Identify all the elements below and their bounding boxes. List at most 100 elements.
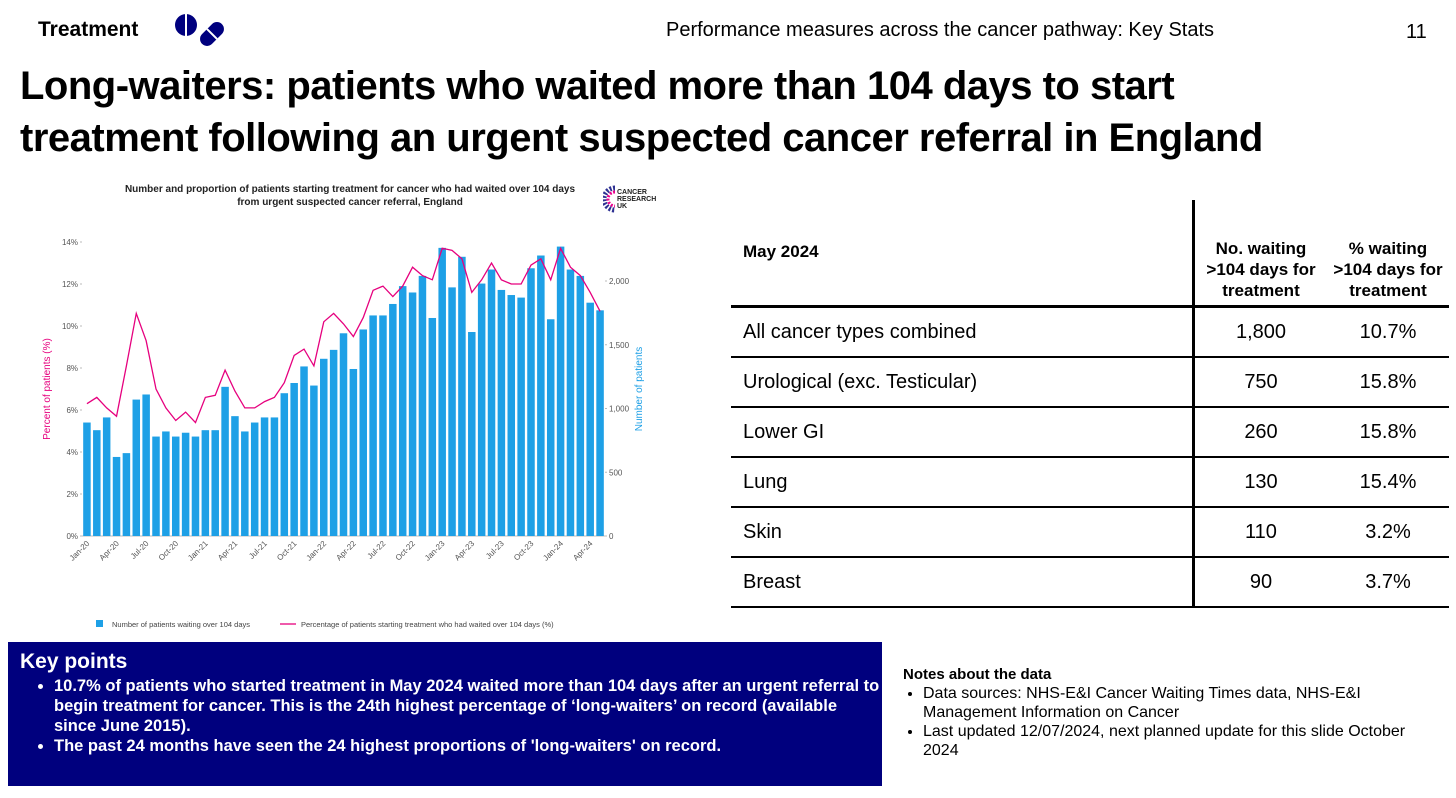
key-point: The past 24 months have seen the 24 high… — [54, 736, 882, 756]
bar — [290, 383, 298, 536]
bar — [142, 394, 150, 536]
table-row: Breast 90 3.7% — [731, 557, 1449, 608]
y-tick-label: 12% — [62, 280, 78, 289]
bar — [339, 333, 348, 536]
bar — [162, 431, 170, 536]
key-point: 10.7% of patients who started treatment … — [54, 676, 882, 736]
bar — [389, 303, 397, 536]
bar — [280, 393, 289, 536]
bar — [487, 269, 496, 536]
x-tick-label: Oct-21 — [275, 539, 299, 563]
x-tick-label: Jul-20 — [129, 539, 151, 561]
chart: 0% 2% 4% 6% 8% 10% 12% 14% 0 500 1,000 1,500 2,000 Pe… — [42, 238, 645, 629]
notes: Notes about the data Data sources: NHS-E… — [903, 665, 1443, 760]
legend-label: Number of patients waiting over 104 days — [112, 620, 250, 629]
table-cell: 3.2% — [1327, 507, 1449, 558]
bar — [102, 417, 111, 536]
notes-title: Notes about the data — [903, 666, 1052, 683]
key-points-title: Key points — [20, 650, 128, 673]
bar — [546, 319, 555, 536]
y-tick-label: 14% — [62, 238, 78, 247]
x-tick-label: Jan-21 — [186, 539, 210, 563]
slide-title: treatment following an urgent suspected … — [20, 116, 1263, 160]
bar — [586, 302, 594, 536]
x-tick-label: Jan-22 — [305, 539, 329, 563]
bar — [181, 432, 190, 536]
bar — [300, 366, 308, 536]
x-tick-label: Apr-20 — [98, 539, 122, 563]
legend-swatch — [96, 620, 103, 627]
table-cell: Breast — [731, 557, 1194, 608]
bar — [527, 268, 535, 536]
bar — [566, 269, 575, 536]
table-cell: Urological (exc. Testicular) — [731, 357, 1194, 408]
table-cell: 3.7% — [1327, 557, 1449, 608]
x-tick-label: Jul-22 — [366, 539, 388, 561]
y-axis-label: Percent of patients (%) — [42, 338, 53, 440]
y-tick-label: 2% — [66, 490, 78, 499]
y2-tick-label: 2,000 — [609, 277, 630, 286]
table-cell: 15.4% — [1327, 457, 1449, 508]
bar — [418, 275, 427, 536]
bar — [93, 430, 101, 536]
bar — [83, 422, 91, 536]
bar — [458, 256, 466, 536]
bar — [122, 453, 131, 536]
bar — [438, 247, 446, 537]
x-tick-label: Oct-23 — [512, 539, 536, 563]
bar — [260, 417, 269, 536]
key-points: Key points 10.7% of patients who started… — [8, 642, 882, 786]
table-header: No. waiting >104 days for treatment — [1192, 200, 1327, 308]
bar — [132, 399, 141, 536]
bar — [408, 292, 417, 536]
x-tick-label: Oct-22 — [394, 539, 418, 563]
table-row: Skin 110 3.2% — [731, 507, 1449, 558]
notes-list: Data sources: NHS-E&I Cancer Waiting Tim… — [903, 684, 1443, 760]
line — [86, 246, 601, 424]
x-tick-label: Oct-20 — [157, 539, 181, 563]
logo-text: CANCER — [617, 189, 647, 196]
y2-tick-label: 1,000 — [609, 405, 630, 414]
table-cell: 15.8% — [1327, 357, 1449, 408]
bar — [201, 430, 210, 536]
bar — [468, 332, 476, 536]
bar — [359, 329, 367, 536]
table-cell: 90 — [1192, 557, 1327, 608]
bar — [112, 456, 121, 536]
note: Data sources: NHS-E&I Cancer Waiting Tim… — [923, 684, 1443, 722]
bar — [211, 430, 219, 536]
y-tick-label: 10% — [62, 322, 78, 331]
y-tick-label: 6% — [66, 406, 78, 415]
table-row: Lower GI 260 15.8% — [731, 407, 1449, 458]
table-row: Urological (exc. Testicular) 750 15.8% — [731, 357, 1449, 408]
table-cell: Skin — [731, 507, 1194, 558]
table-cell: 10.7% — [1327, 306, 1449, 358]
bar — [537, 255, 545, 536]
bar — [517, 297, 525, 536]
y2-tick-label: 0 — [609, 532, 614, 541]
table-cell: 260 — [1192, 407, 1327, 458]
y2-axis-label: Number of patients — [634, 347, 645, 432]
bar — [349, 368, 358, 536]
y2-tick-label: 500 — [609, 468, 623, 477]
chart-title: from urgent suspected cancer referral, E… — [237, 197, 463, 208]
table-cell: 750 — [1192, 357, 1327, 408]
logo-text: UK — [617, 203, 628, 210]
bar — [398, 286, 407, 536]
bar — [369, 315, 377, 536]
bar — [428, 317, 437, 536]
table-row: All cancer types combined 1,800 10.7% — [731, 306, 1449, 358]
bar — [250, 422, 259, 536]
x-tick-label: Jan-24 — [541, 539, 565, 563]
bar — [507, 295, 516, 536]
table-cell: Lung — [731, 457, 1194, 508]
bar — [171, 436, 180, 536]
pill-icon — [175, 14, 224, 46]
bar — [556, 246, 565, 536]
x-tick-label: Jul-21 — [247, 539, 269, 561]
table-header: % waiting >104 days for treatment — [1327, 200, 1449, 308]
table-cell: 15.8% — [1327, 407, 1449, 458]
y2-tick-label: 1,500 — [609, 341, 630, 350]
table-header: May 2024 — [731, 200, 1194, 308]
